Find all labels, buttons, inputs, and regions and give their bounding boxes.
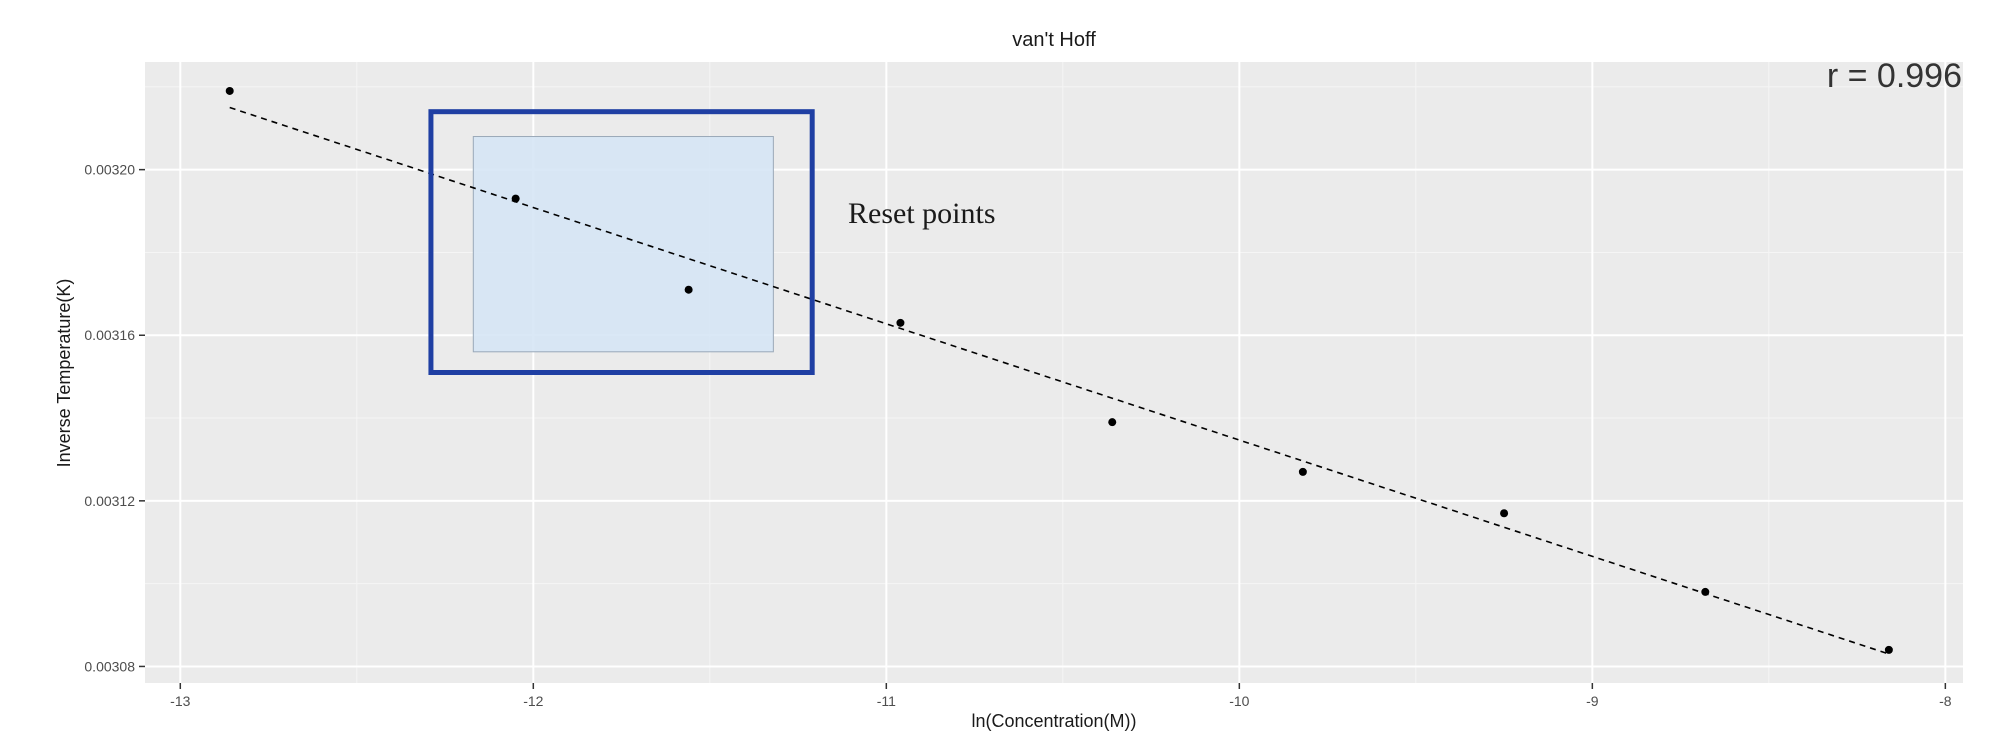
data-point <box>1884 645 1893 654</box>
selection-highlight-box <box>428 109 815 376</box>
x-tick-label: -11 <box>877 693 896 709</box>
chart-title: van't Hoff <box>1012 29 1096 51</box>
reset-points-button[interactable]: Reset points <box>848 197 996 230</box>
regression-line <box>229 106 1890 655</box>
y-tick-label: 0.00320 <box>84 162 135 178</box>
y-tick-label: 0.00316 <box>84 327 135 343</box>
plot-panel <box>145 62 1963 683</box>
data-point <box>1500 509 1509 518</box>
x-tick-label: -12 <box>523 693 543 709</box>
data-point <box>1701 587 1710 596</box>
y-tick-label: 0.00312 <box>84 493 135 509</box>
correlation-label: r = 0.996 <box>1827 57 1962 95</box>
x-axis: -13 -12 -11 -10 -9 -8 <box>170 683 1952 709</box>
y-axis: 0.00308 0.00312 0.00316 0.00320 <box>84 162 145 674</box>
x-tick-label: -13 <box>170 693 190 709</box>
data-points <box>225 86 1893 654</box>
data-point <box>1108 418 1117 427</box>
y-axis-title: Inverse Temperature(K) <box>54 279 74 468</box>
data-point <box>225 86 234 95</box>
selection-brush[interactable] <box>472 136 774 353</box>
plot-area[interactable] <box>145 62 1963 683</box>
x-axis-title: ln(Concentration(M)) <box>971 711 1136 731</box>
data-point <box>1298 467 1307 476</box>
data-point <box>684 285 693 294</box>
data-point <box>896 318 905 327</box>
x-tick-label: -10 <box>1229 693 1249 709</box>
y-tick-label: 0.00308 <box>84 658 135 674</box>
x-tick-label: -8 <box>1939 693 1952 709</box>
x-tick-label: -9 <box>1586 693 1599 709</box>
data-point <box>511 194 520 203</box>
